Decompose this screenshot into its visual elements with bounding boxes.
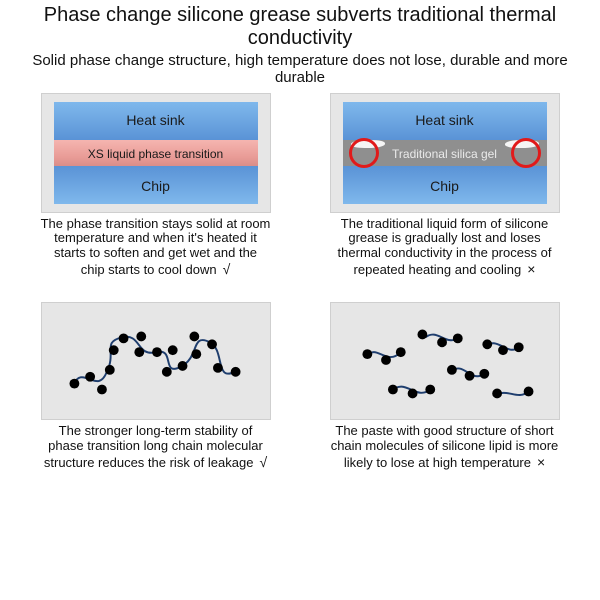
caption-bot-right: The paste with good structure of short c… bbox=[330, 424, 560, 471]
heatsink-label: Heat sink bbox=[331, 112, 559, 128]
page-subtitle: Solid phase change structure, high tempe… bbox=[12, 52, 588, 87]
defect-circle-icon bbox=[349, 138, 379, 168]
page-title: Phase change silicone grease subverts tr… bbox=[12, 4, 588, 50]
chip-label: Chip bbox=[42, 178, 270, 194]
caption-top-left: The phase transition stays solid at room… bbox=[41, 217, 271, 279]
comparison-grid: XS liquid phase transition Heat sink Chi… bbox=[12, 93, 588, 472]
panel-traditional: Traditional silica gel Heat sink Chip bbox=[330, 93, 560, 213]
xs-layer-label: XS liquid phase transition bbox=[54, 147, 258, 161]
chip-label: Chip bbox=[331, 178, 559, 194]
cell-traditional: Traditional silica gel Heat sink Chip Th… bbox=[301, 93, 588, 279]
check-icon: √ bbox=[217, 261, 231, 277]
molecule-long-chain bbox=[41, 302, 271, 420]
cell-short-chain: The paste with good structure of short c… bbox=[301, 302, 588, 471]
check-icon: √ bbox=[253, 454, 267, 470]
cell-xs-phase: XS liquid phase transition Heat sink Chi… bbox=[12, 93, 299, 279]
cross-icon: × bbox=[521, 261, 535, 277]
cross-icon: × bbox=[531, 454, 545, 470]
panel-xs: XS liquid phase transition Heat sink Chi… bbox=[41, 93, 271, 213]
heatsink-label: Heat sink bbox=[42, 112, 270, 128]
defect-circle-icon bbox=[511, 138, 541, 168]
caption-bot-left: The stronger long-term stability of phas… bbox=[41, 424, 271, 471]
molecule-short-chain bbox=[330, 302, 560, 420]
cell-long-chain: The stronger long-term stability of phas… bbox=[12, 302, 299, 471]
caption-top-right: The traditional liquid form of silicone … bbox=[330, 217, 560, 279]
